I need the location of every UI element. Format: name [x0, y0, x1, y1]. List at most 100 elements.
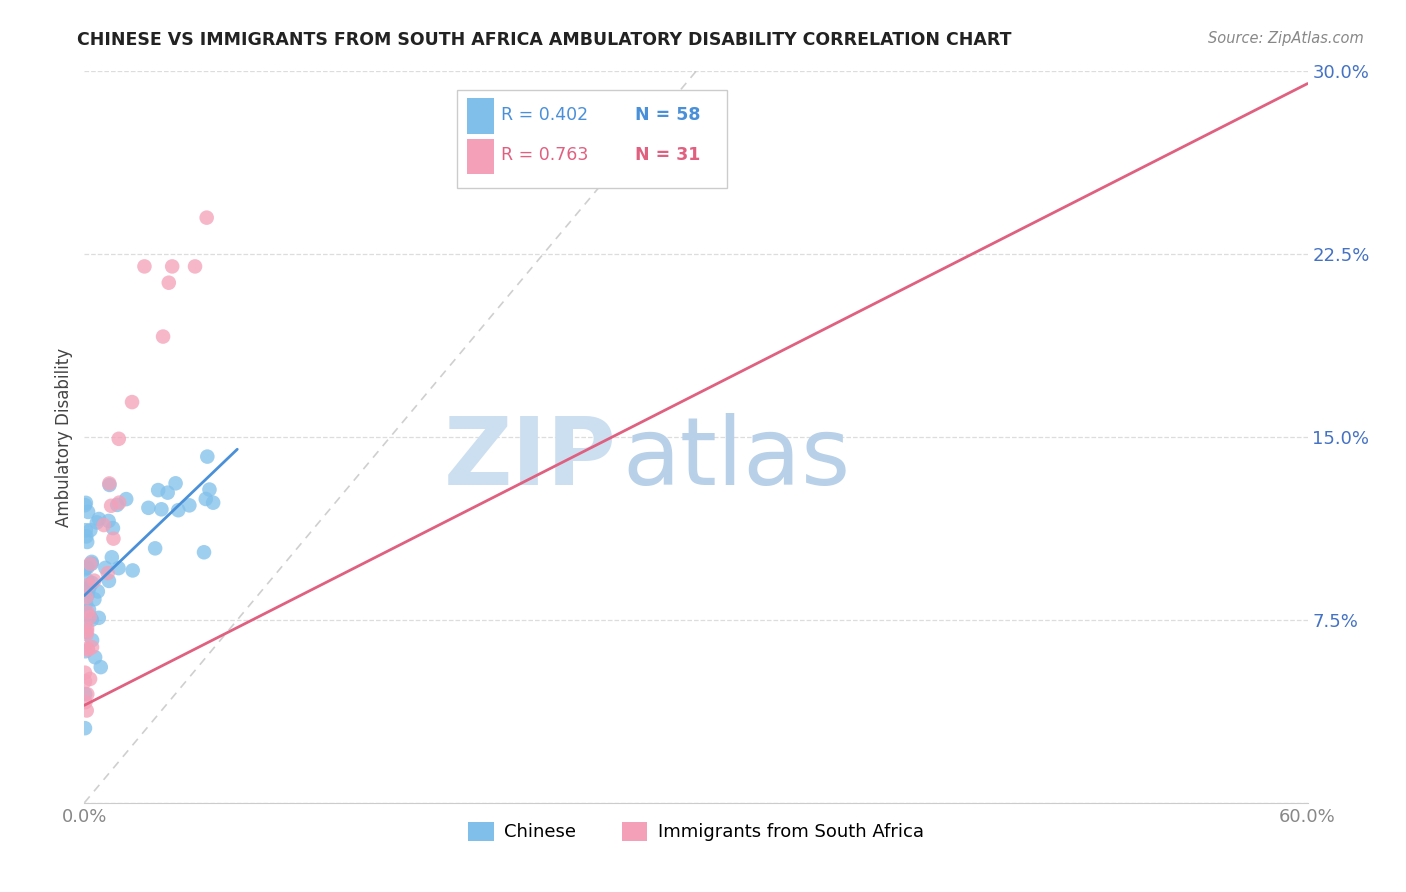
Immigrants from South Africa: [75, 695, 97, 709]
Chinese: [138, 500, 160, 515]
Chinese: [193, 545, 215, 559]
Chinese: [115, 492, 138, 507]
Chinese: [73, 721, 96, 735]
Chinese: [97, 514, 120, 528]
Chinese: [73, 498, 96, 512]
Chinese: [198, 483, 221, 497]
Immigrants from South Africa: [80, 640, 103, 655]
Chinese: [165, 476, 187, 491]
Immigrants from South Africa: [152, 329, 174, 343]
Chinese: [80, 557, 103, 571]
Immigrants from South Africa: [77, 642, 100, 657]
Chinese: [76, 574, 98, 588]
Chinese: [90, 660, 112, 674]
Immigrants from South Africa: [79, 557, 101, 571]
Chinese: [87, 584, 110, 599]
Chinese: [86, 516, 108, 530]
Immigrants from South Africa: [98, 476, 121, 491]
Immigrants from South Africa: [76, 621, 98, 635]
Immigrants from South Africa: [107, 432, 129, 446]
Chinese: [98, 478, 121, 492]
Immigrants from South Africa: [79, 672, 101, 686]
Chinese: [107, 561, 129, 575]
Y-axis label: Ambulatory Disability: Ambulatory Disability: [55, 348, 73, 526]
Immigrants from South Africa: [108, 495, 131, 509]
Immigrants from South Africa: [184, 260, 207, 274]
Chinese: [75, 529, 97, 543]
Immigrants from South Africa: [79, 610, 101, 624]
Immigrants from South Africa: [76, 605, 98, 619]
Chinese: [75, 605, 97, 619]
Text: R = 0.763: R = 0.763: [502, 146, 589, 164]
Chinese: [167, 503, 190, 517]
Chinese: [97, 574, 120, 588]
Chinese: [75, 644, 97, 658]
Immigrants from South Africa: [160, 260, 183, 274]
Chinese: [80, 633, 103, 648]
Chinese: [75, 596, 97, 610]
Chinese: [146, 483, 169, 497]
Immigrants from South Africa: [76, 641, 98, 656]
Chinese: [76, 560, 98, 574]
Immigrants from South Africa: [73, 665, 96, 680]
Chinese: [202, 496, 225, 510]
Text: atlas: atlas: [623, 413, 851, 505]
Chinese: [76, 535, 98, 549]
Chinese: [80, 575, 103, 590]
Chinese: [75, 560, 97, 574]
Immigrants from South Africa: [83, 574, 105, 588]
Text: Source: ZipAtlas.com: Source: ZipAtlas.com: [1208, 31, 1364, 46]
Chinese: [156, 485, 179, 500]
Immigrants from South Africa: [134, 260, 156, 274]
Chinese: [105, 498, 128, 512]
Chinese: [77, 583, 100, 598]
Immigrants from South Africa: [76, 704, 98, 718]
Chinese: [77, 505, 100, 519]
Immigrants from South Africa: [97, 566, 120, 580]
Text: R = 0.402: R = 0.402: [502, 106, 589, 124]
Chinese: [76, 589, 98, 603]
Immigrants from South Africa: [75, 591, 97, 605]
Text: ZIP: ZIP: [443, 413, 616, 505]
Immigrants from South Africa: [157, 276, 180, 290]
Immigrants from South Africa: [76, 624, 98, 638]
Chinese: [73, 562, 96, 576]
Immigrants from South Africa: [195, 211, 218, 225]
Immigrants from South Africa: [76, 687, 98, 701]
Chinese: [79, 523, 101, 537]
Immigrants from South Africa: [93, 518, 115, 533]
Chinese: [179, 499, 201, 513]
Chinese: [75, 687, 97, 701]
Chinese: [80, 613, 103, 627]
Chinese: [84, 650, 107, 665]
Chinese: [87, 611, 110, 625]
Chinese: [79, 580, 101, 594]
Chinese: [75, 496, 97, 510]
Chinese: [94, 561, 117, 575]
Chinese: [79, 610, 101, 624]
Chinese: [73, 617, 96, 632]
FancyBboxPatch shape: [457, 90, 727, 188]
Chinese: [195, 450, 218, 464]
Chinese: [77, 602, 100, 616]
Chinese: [87, 512, 110, 526]
Chinese: [194, 491, 217, 506]
Bar: [467, 138, 494, 174]
Chinese: [101, 521, 124, 535]
Immigrants from South Africa: [103, 532, 125, 546]
Text: N = 58: N = 58: [636, 106, 700, 124]
Chinese: [143, 541, 166, 556]
Immigrants from South Africa: [100, 499, 122, 513]
Chinese: [75, 624, 97, 639]
Legend: Chinese, Immigrants from South Africa: Chinese, Immigrants from South Africa: [461, 814, 931, 848]
Chinese: [75, 523, 97, 537]
Immigrants from South Africa: [77, 578, 100, 592]
Bar: [467, 98, 494, 134]
Immigrants from South Africa: [73, 674, 96, 689]
Chinese: [150, 502, 173, 516]
Text: N = 31: N = 31: [636, 146, 700, 164]
Chinese: [80, 555, 103, 569]
Text: CHINESE VS IMMIGRANTS FROM SOUTH AFRICA AMBULATORY DISABILITY CORRELATION CHART: CHINESE VS IMMIGRANTS FROM SOUTH AFRICA …: [77, 31, 1012, 49]
Chinese: [83, 592, 105, 607]
Chinese: [121, 563, 143, 577]
